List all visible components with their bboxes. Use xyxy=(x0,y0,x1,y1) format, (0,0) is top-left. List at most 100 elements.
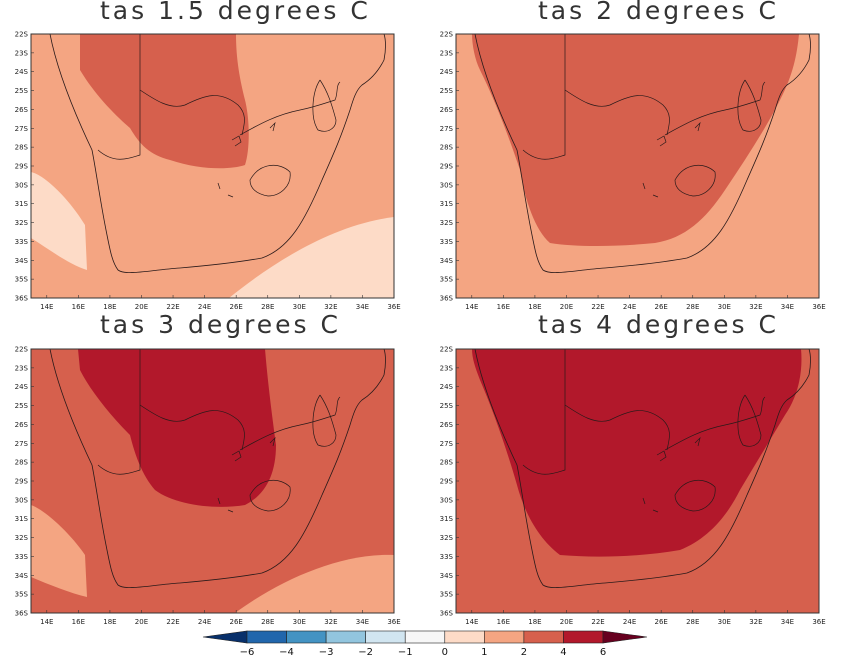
lat-tick-label: 22S xyxy=(440,346,454,354)
border-line xyxy=(652,194,659,198)
border-line xyxy=(312,394,337,447)
map-panel-1: 22S 23S 24S 25S 26S 27S 28S 29S 30S 31S 32S 33S 34S 3… xyxy=(0,0,425,315)
border-line xyxy=(231,450,242,462)
border-line xyxy=(239,396,341,451)
lon-tick-label: 36E xyxy=(387,303,400,311)
lon-tick-label: 14E xyxy=(465,618,478,626)
colorbar-box xyxy=(365,630,406,644)
colorbar-label: −3 xyxy=(319,647,334,656)
colorbar-end-high xyxy=(602,630,648,644)
lat-tick-label: 27S xyxy=(440,125,454,133)
border-line xyxy=(139,89,245,136)
border-line xyxy=(97,34,141,160)
lon-tick-label: 22E xyxy=(166,618,179,626)
border-line xyxy=(737,79,762,132)
contour-region xyxy=(80,34,249,169)
lat-tick-label: 27S xyxy=(15,440,29,448)
colorbar-box xyxy=(563,630,604,644)
border-line xyxy=(564,404,670,451)
border-line xyxy=(642,182,646,190)
border-line xyxy=(664,396,766,451)
lat-tick-label: 29S xyxy=(15,478,29,486)
lat-tick-label: 25S xyxy=(440,87,454,95)
lon-tick-label: 20E xyxy=(135,303,148,311)
lat-tick-label: 30S xyxy=(440,181,454,189)
colorbar-box xyxy=(444,630,485,644)
colorbar-label: −2 xyxy=(358,647,373,656)
lat-tick-label: 32S xyxy=(15,534,29,542)
map-svg: 22S 23S 24S 25S 26S 27S 28S 29S 30S 31S 32S 33S 34S 3… xyxy=(15,346,401,627)
contour-region xyxy=(472,34,799,246)
lat-tick-label: 22S xyxy=(15,346,29,354)
lon-tick-label: 20E xyxy=(560,618,573,626)
lat-tick-label: 35S xyxy=(15,276,29,284)
map-panel-2: 22S 23S 24S 25S 26S 27S 28S 29S 30S 31S 32S 33S 34S 3… xyxy=(425,0,850,315)
lat-tick-label: 26S xyxy=(440,106,454,114)
border-line xyxy=(139,404,245,451)
lat-tick-label: 28S xyxy=(15,459,29,467)
colorbar-label: 1 xyxy=(481,647,487,656)
border-line xyxy=(227,194,234,198)
lat-tick-label: 31S xyxy=(15,515,29,523)
lon-tick-label: 26E xyxy=(655,303,668,311)
lon-tick-label: 20E xyxy=(560,303,573,311)
lat-tick-label: 34S xyxy=(15,257,29,265)
lon-tick-label: 14E xyxy=(40,303,53,311)
lat-tick-label: 25S xyxy=(15,402,29,410)
border-line xyxy=(564,89,670,136)
border-line xyxy=(522,34,566,160)
lon-tick-label: 18E xyxy=(103,303,116,311)
lat-tick-label: 25S xyxy=(440,402,454,410)
colorbar-box xyxy=(404,630,446,644)
lon-tick-label: 30E xyxy=(293,303,306,311)
border-line xyxy=(249,480,291,512)
lat-tick-label: 32S xyxy=(440,219,454,227)
lon-tick-label: 16E xyxy=(497,303,510,311)
colorbar-box xyxy=(246,630,287,644)
lat-tick-label: 36S xyxy=(15,295,29,303)
lon-tick-label: 18E xyxy=(103,618,116,626)
lat-tick-label: 32S xyxy=(440,534,454,542)
border-line xyxy=(269,436,276,447)
lat-tick-label: 30S xyxy=(15,181,29,189)
lon-tick-label: 14E xyxy=(40,618,53,626)
colorbar-label: −4 xyxy=(279,647,294,656)
lon-tick-label: 36E xyxy=(812,618,825,626)
lon-tick-label: 32E xyxy=(324,618,337,626)
border-line xyxy=(664,81,766,136)
lon-tick-label: 14E xyxy=(465,303,478,311)
contour-region xyxy=(78,349,276,507)
lon-tick-label: 24E xyxy=(198,303,211,311)
colorbar-label: 2 xyxy=(521,647,527,656)
lat-tick-label: 27S xyxy=(440,440,454,448)
lat-tick-label: 25S xyxy=(15,87,29,95)
border-line xyxy=(269,121,276,132)
colorbar-label: 6 xyxy=(600,647,606,656)
contour-region xyxy=(31,172,87,270)
colorbar-label: −6 xyxy=(240,647,255,656)
lat-tick-label: 23S xyxy=(15,49,29,57)
colorbar-label: 4 xyxy=(560,647,566,656)
lat-tick-label: 26S xyxy=(440,421,454,429)
contour-region xyxy=(31,505,87,597)
lon-tick-label: 22E xyxy=(591,303,604,311)
border-line xyxy=(656,135,667,147)
colorbar-box xyxy=(325,630,366,644)
lon-tick-label: 36E xyxy=(387,618,400,626)
lon-tick-label: 24E xyxy=(623,618,636,626)
lon-tick-label: 20E xyxy=(135,618,148,626)
map-svg: 22S 23S 24S 25S 26S 27S 28S 29S 30S 31S 32S 33S 34S 3… xyxy=(15,31,401,312)
lat-tick-label: 26S xyxy=(15,421,29,429)
lat-tick-label: 29S xyxy=(440,163,454,171)
lat-tick-label: 28S xyxy=(440,459,454,467)
contour-region xyxy=(235,554,394,613)
lat-tick-label: 28S xyxy=(15,144,29,152)
border-line xyxy=(694,121,701,132)
lat-tick-label: 31S xyxy=(15,200,29,208)
border-line xyxy=(312,79,337,132)
panel-title-3: tas 3 degrees C xyxy=(100,310,341,339)
lon-tick-label: 30E xyxy=(718,303,731,311)
lon-tick-label: 36E xyxy=(812,303,825,311)
lon-tick-label: 28E xyxy=(686,303,699,311)
lon-tick-label: 34E xyxy=(781,618,794,626)
